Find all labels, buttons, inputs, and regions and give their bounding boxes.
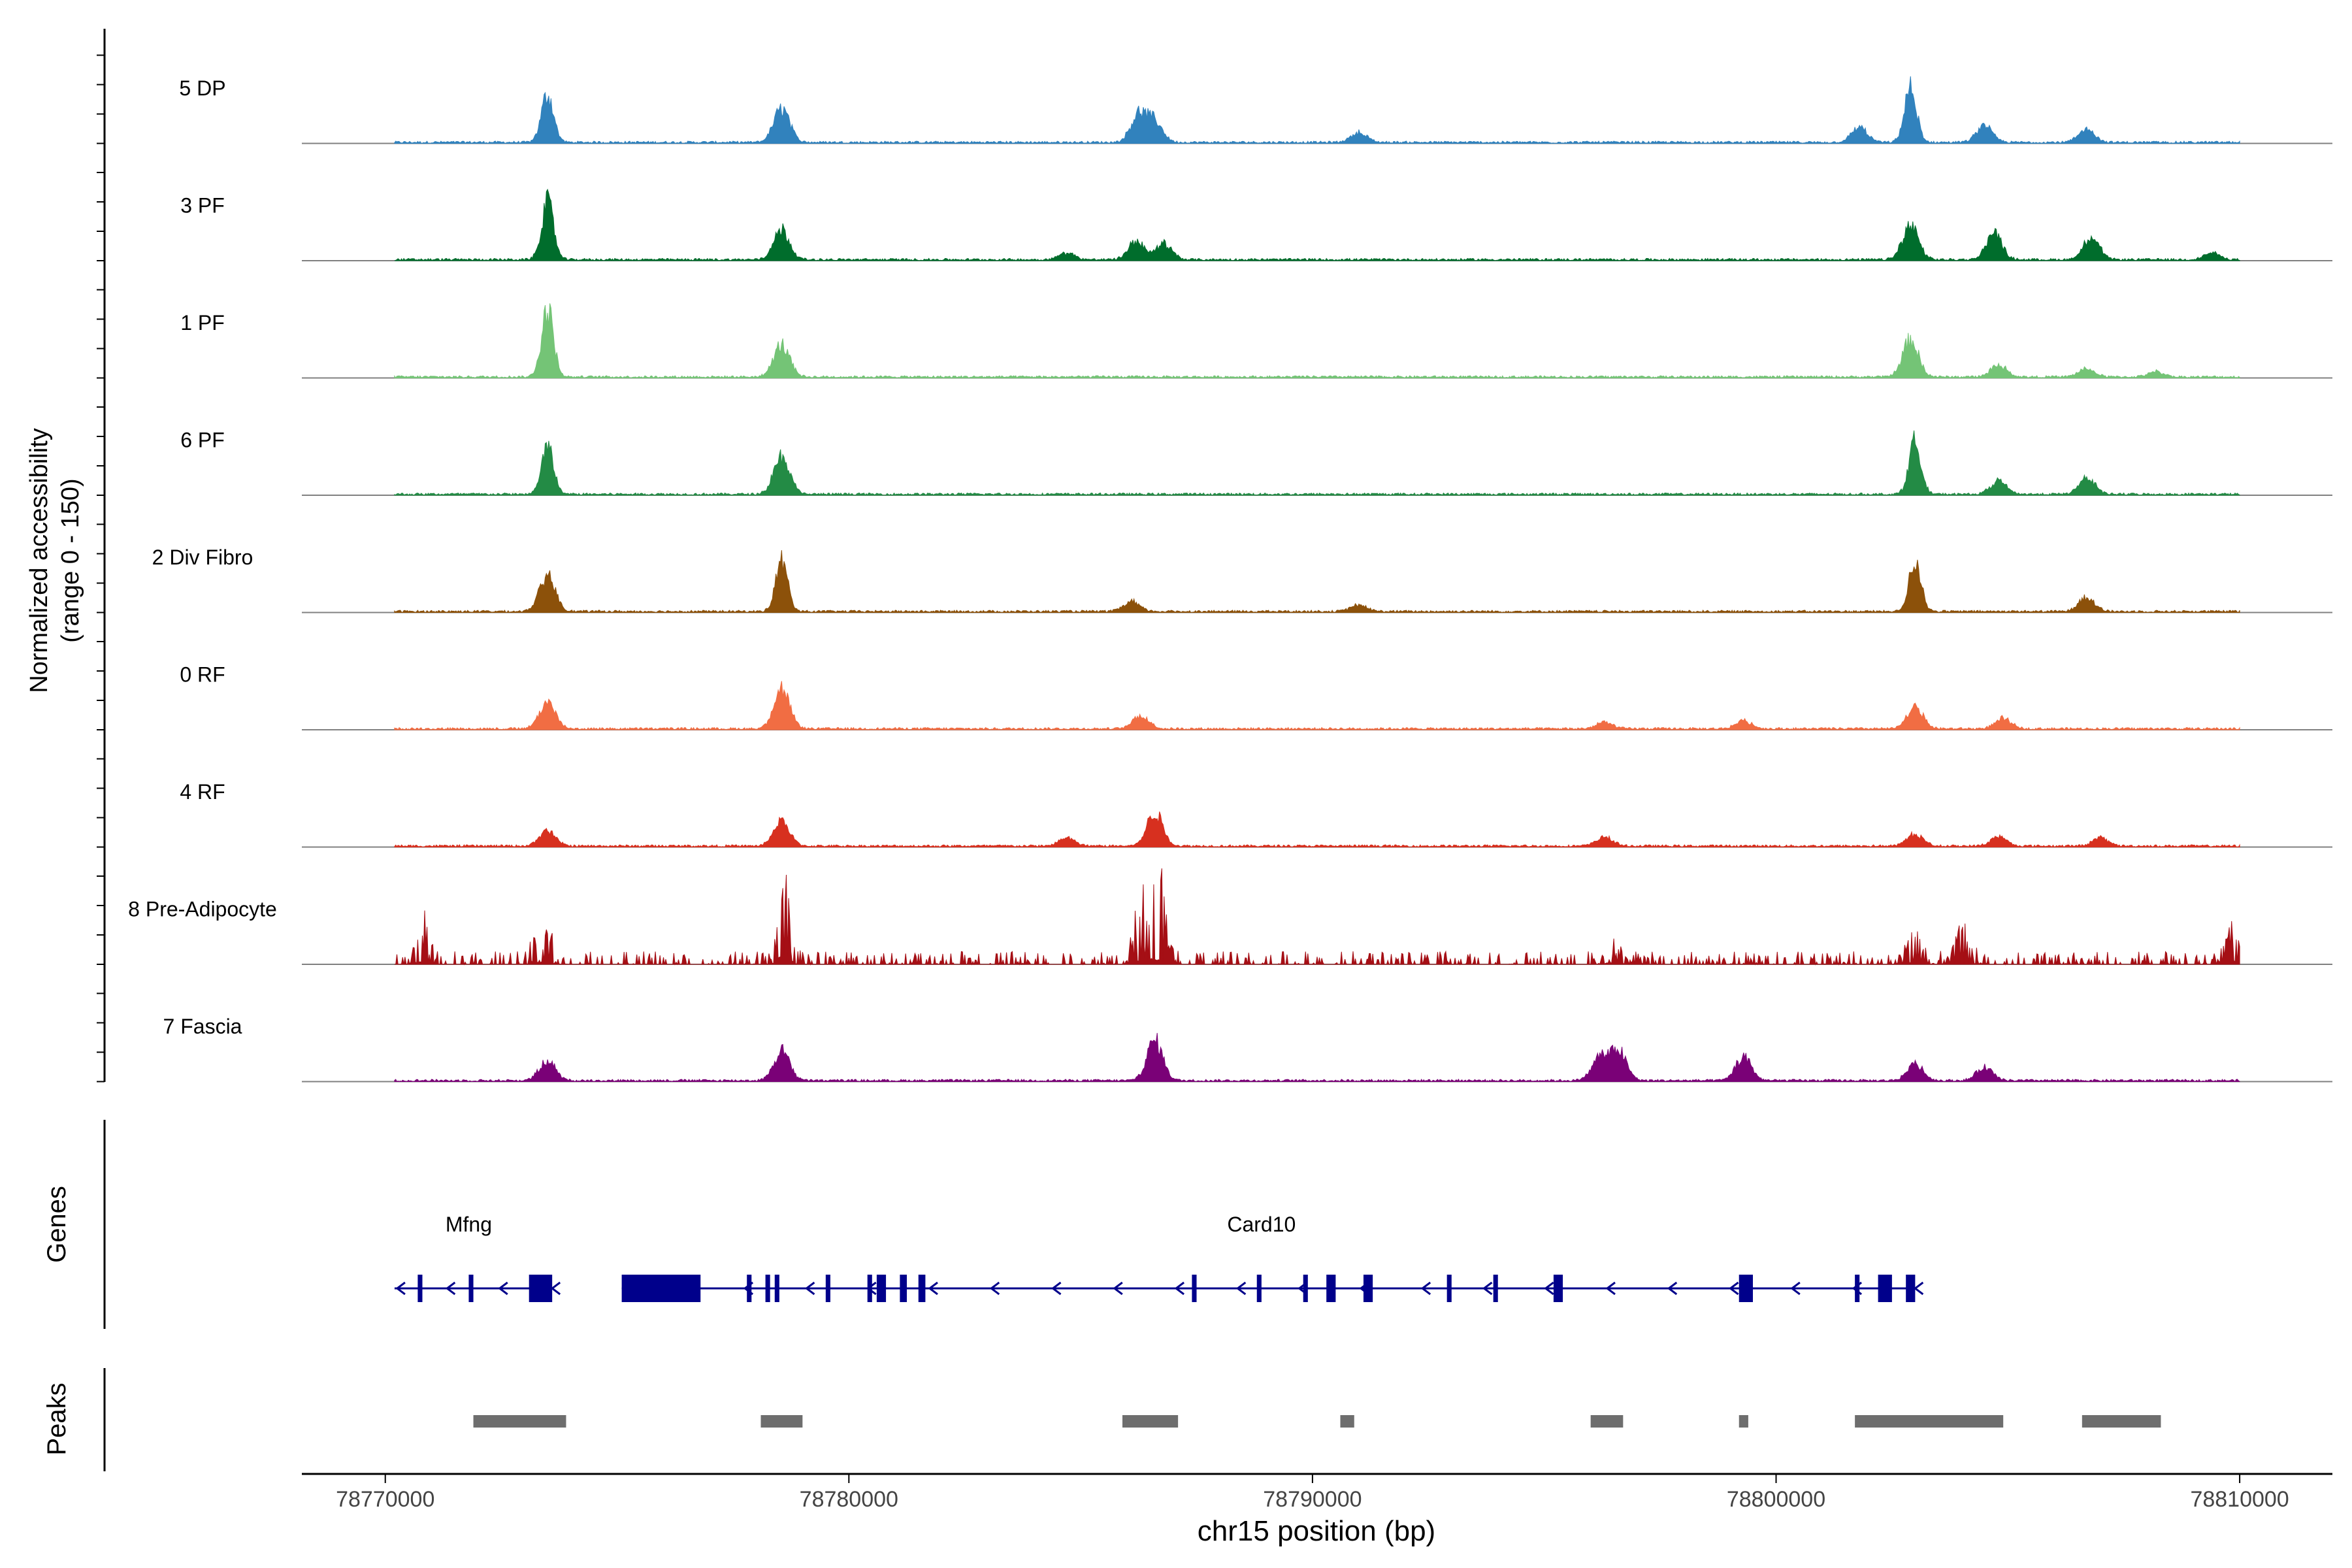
- y-axis-range-label: (range 0 - 150): [57, 478, 84, 642]
- gene-label: Card10: [1227, 1213, 1296, 1236]
- peak-region: [1590, 1415, 1624, 1428]
- strand-arrow: [1113, 1281, 1123, 1296]
- strand-arrow: [498, 1281, 508, 1296]
- exon: [1906, 1275, 1916, 1302]
- x-tick-label: 78790000: [1263, 1487, 1362, 1512]
- strand-arrow: [445, 1281, 456, 1296]
- track-7-fascia: 7 Fascia: [163, 1015, 2332, 1083]
- peak-region: [1340, 1415, 1354, 1428]
- track-signal: [394, 550, 2240, 613]
- strand-arrow: [1729, 1281, 1739, 1296]
- track-3-pf: 3 PF: [180, 188, 2332, 261]
- track-0-rf: 0 RF: [180, 663, 2332, 731]
- track-signal: [394, 811, 2240, 848]
- exon: [1878, 1275, 1892, 1302]
- track-6-pf: 6 PF: [180, 429, 2332, 497]
- gene-annotation: Mfng Card10: [394, 1213, 1924, 1302]
- exon: [1303, 1275, 1308, 1302]
- peaks-row-label: Peaks: [42, 1382, 71, 1455]
- x-tick-label: 78770000: [336, 1487, 434, 1512]
- track-label: 8 Pre-Adipocyte: [128, 898, 277, 921]
- exon: [1446, 1275, 1452, 1302]
- accessibility-tracks: 5 DP 3 PF 1 PF 6 PF 2 Div Fibro 0 RF 4 RF 8 Pre…: [128, 76, 2332, 1083]
- strand-arrow: [1913, 1281, 1924, 1296]
- exon: [1493, 1275, 1498, 1302]
- strand-arrow: [928, 1281, 938, 1296]
- strand-arrow: [1235, 1281, 1247, 1296]
- track-signal: [394, 76, 2240, 144]
- track-label: 6 PF: [180, 429, 225, 452]
- peak-region: [1739, 1415, 1748, 1428]
- track-1-pf: 1 PF: [180, 303, 2332, 379]
- exon: [417, 1275, 423, 1302]
- track-label: 1 PF: [180, 311, 225, 335]
- peak-regions: [473, 1415, 2161, 1428]
- y-axis-label: Normalized accessibility: [25, 428, 53, 693]
- strand-arrow: [1544, 1281, 1554, 1296]
- gene-card10: Card10: [621, 1213, 1924, 1302]
- strand-arrow: [1482, 1281, 1493, 1296]
- track-label: 2 Div Fibro: [152, 546, 253, 569]
- exon: [1739, 1275, 1754, 1302]
- exon: [774, 1275, 779, 1302]
- exon: [1855, 1275, 1860, 1302]
- track-2-div-fibro: 2 Div Fibro: [152, 546, 2332, 613]
- exon: [1256, 1275, 1262, 1302]
- exon: [867, 1275, 872, 1302]
- strand-arrow: [1667, 1281, 1678, 1296]
- peak-region: [2082, 1415, 2161, 1428]
- track-label: 5 DP: [179, 76, 225, 100]
- strand-arrow: [550, 1281, 561, 1296]
- exon: [900, 1275, 907, 1302]
- exon: [918, 1275, 926, 1302]
- track-label: 3 PF: [180, 194, 225, 218]
- x-tick-label: 78800000: [1727, 1487, 1825, 1512]
- exon: [468, 1275, 474, 1302]
- strand-arrow: [395, 1281, 406, 1296]
- strand-arrow: [989, 1281, 1000, 1296]
- genes-row-label: Genes: [42, 1186, 71, 1263]
- x-tick-label: 78780000: [800, 1487, 898, 1512]
- exon: [1326, 1275, 1336, 1302]
- exon: [1192, 1275, 1197, 1302]
- track-signal: [394, 868, 2240, 966]
- strand-arrow: [1790, 1281, 1801, 1296]
- track-signal: [394, 1033, 2240, 1083]
- strand-arrow: [804, 1281, 815, 1296]
- gene-mfng: Mfng: [394, 1213, 561, 1302]
- exon: [765, 1275, 770, 1302]
- strand-arrow: [1174, 1281, 1184, 1296]
- strand-arrow: [1051, 1281, 1062, 1296]
- track-5-dp: 5 DP: [179, 76, 2332, 144]
- exon: [621, 1275, 701, 1302]
- peak-region: [1122, 1415, 1179, 1428]
- track-signal: [394, 188, 2240, 261]
- track-signal: [394, 303, 2240, 379]
- peak-region: [1855, 1415, 2004, 1428]
- track-label: 4 RF: [180, 780, 225, 804]
- peak-region: [760, 1415, 803, 1428]
- gene-label: Mfng: [446, 1213, 492, 1236]
- exon: [1363, 1275, 1373, 1302]
- track-y-axis: [97, 29, 106, 1083]
- track-label: 0 RF: [180, 663, 225, 687]
- exon: [825, 1275, 830, 1302]
- x-tick-label: 78810000: [2190, 1487, 2289, 1512]
- exon: [876, 1275, 887, 1302]
- exon: [1553, 1275, 1563, 1302]
- peak-region: [473, 1415, 566, 1428]
- strand-arrow: [1605, 1281, 1616, 1296]
- exon: [747, 1275, 752, 1302]
- exon: [529, 1275, 553, 1302]
- x-axis-label: chr15 position (bp): [1198, 1515, 1435, 1547]
- x-axis: 78770000 78780000 78790000 78800000 78810000: [302, 1473, 2332, 1512]
- strand-arrow: [1420, 1281, 1431, 1296]
- track-4-rf: 4 RF: [180, 780, 2332, 848]
- track-signal: [394, 430, 2240, 497]
- track-8-pre-adipocyte: 8 Pre-Adipocyte: [128, 868, 2332, 966]
- track-label: 7 Fascia: [163, 1015, 242, 1038]
- track-signal: [394, 681, 2240, 731]
